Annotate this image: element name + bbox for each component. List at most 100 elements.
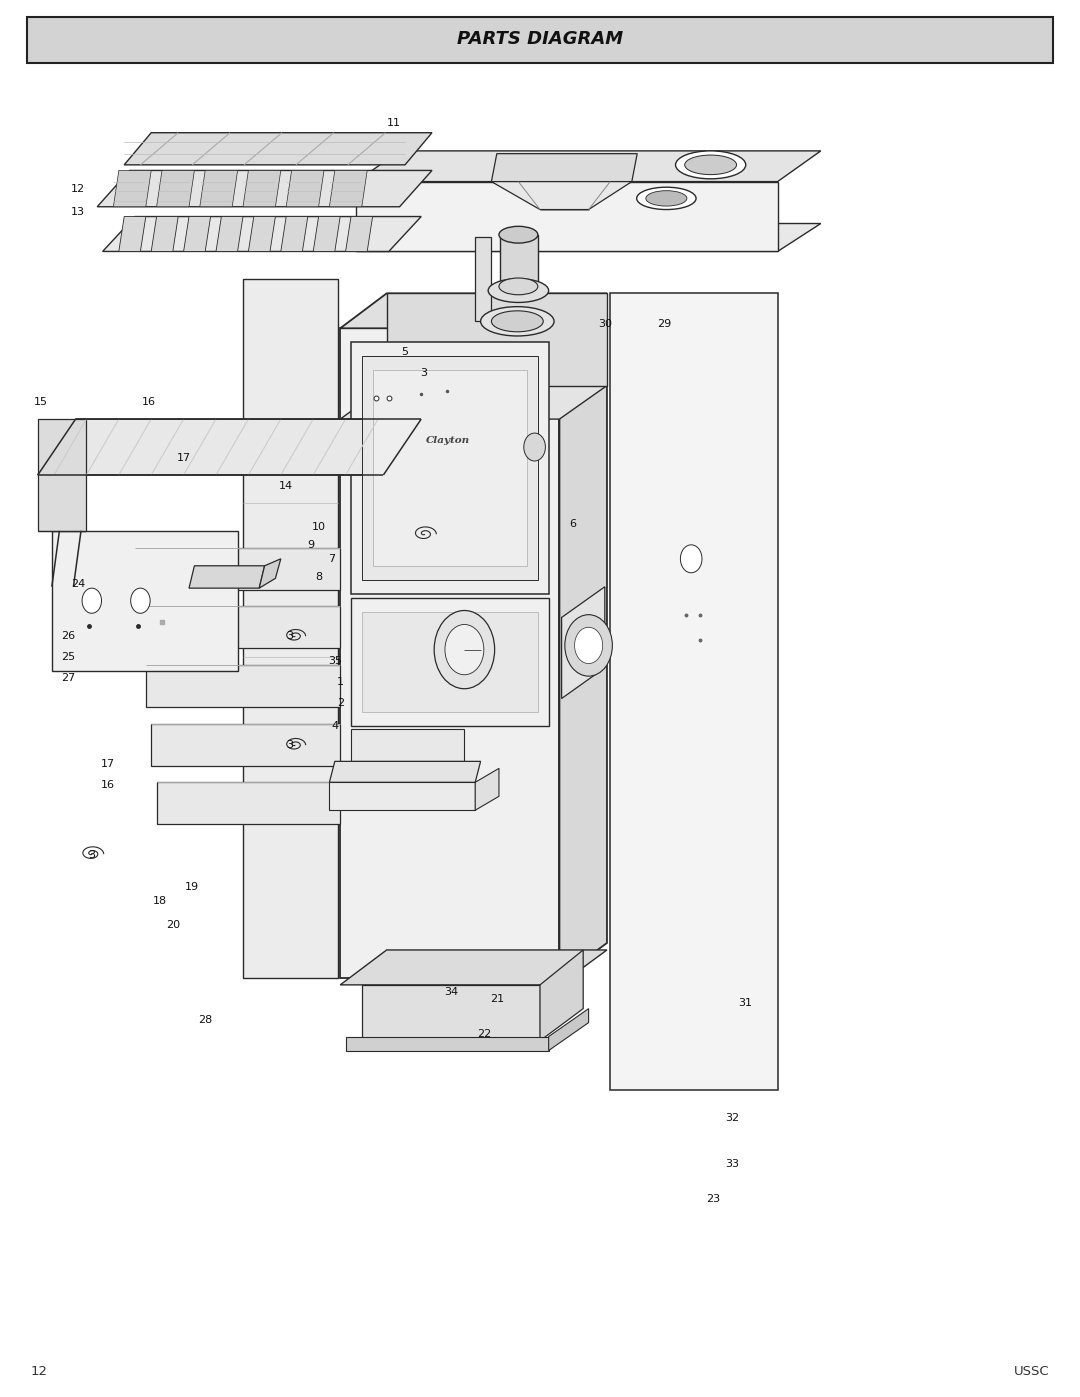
- Polygon shape: [329, 782, 475, 810]
- Text: 21: 21: [489, 993, 504, 1004]
- Ellipse shape: [488, 279, 549, 303]
- Polygon shape: [184, 217, 211, 251]
- Text: 3: 3: [286, 739, 293, 750]
- Polygon shape: [157, 782, 340, 824]
- Text: 2: 2: [337, 697, 343, 708]
- Polygon shape: [286, 170, 324, 207]
- Text: 3: 3: [420, 367, 427, 379]
- Text: 7: 7: [328, 553, 335, 564]
- Text: 1: 1: [337, 676, 343, 687]
- Circle shape: [131, 588, 150, 613]
- Text: 12: 12: [30, 1365, 48, 1379]
- Polygon shape: [356, 224, 821, 251]
- Polygon shape: [540, 950, 583, 1041]
- Text: 31: 31: [739, 997, 752, 1009]
- Text: 26: 26: [60, 630, 76, 641]
- Text: 9: 9: [308, 539, 314, 550]
- Polygon shape: [189, 566, 265, 588]
- Polygon shape: [373, 370, 527, 566]
- Polygon shape: [351, 729, 464, 761]
- Text: 14: 14: [279, 481, 294, 492]
- Polygon shape: [52, 531, 238, 671]
- Ellipse shape: [646, 190, 687, 207]
- Ellipse shape: [636, 187, 697, 210]
- Polygon shape: [356, 151, 821, 182]
- Polygon shape: [140, 606, 340, 648]
- Text: 10: 10: [312, 521, 325, 532]
- Text: 19: 19: [185, 882, 200, 893]
- Polygon shape: [356, 182, 778, 251]
- Polygon shape: [351, 342, 549, 594]
- Text: 17: 17: [176, 453, 191, 464]
- Text: 11: 11: [388, 117, 401, 129]
- Polygon shape: [97, 170, 432, 207]
- Circle shape: [565, 615, 612, 676]
- Ellipse shape: [491, 312, 543, 331]
- Text: 32: 32: [725, 1112, 740, 1123]
- Polygon shape: [243, 279, 338, 978]
- Text: 29: 29: [657, 319, 672, 330]
- Polygon shape: [329, 761, 481, 782]
- Text: 16: 16: [143, 397, 156, 408]
- Polygon shape: [146, 665, 340, 707]
- Polygon shape: [38, 419, 86, 531]
- Text: 3: 3: [286, 630, 293, 641]
- Polygon shape: [362, 612, 538, 712]
- Circle shape: [82, 588, 102, 613]
- Ellipse shape: [499, 278, 538, 295]
- Ellipse shape: [676, 151, 745, 179]
- Polygon shape: [151, 217, 178, 251]
- Polygon shape: [562, 587, 605, 698]
- Polygon shape: [259, 559, 281, 588]
- Text: 24: 24: [70, 578, 85, 590]
- Circle shape: [524, 433, 545, 461]
- Polygon shape: [340, 328, 559, 978]
- Polygon shape: [216, 217, 243, 251]
- Polygon shape: [362, 356, 538, 580]
- Circle shape: [680, 545, 702, 573]
- Text: 27: 27: [60, 672, 76, 683]
- Text: 25: 25: [60, 651, 76, 662]
- Circle shape: [434, 610, 495, 689]
- Polygon shape: [610, 293, 778, 1090]
- Text: 30: 30: [598, 319, 611, 330]
- Polygon shape: [346, 217, 373, 251]
- Text: 6: 6: [569, 518, 576, 529]
- Polygon shape: [313, 217, 340, 251]
- Text: 20: 20: [165, 919, 180, 930]
- Polygon shape: [500, 235, 538, 286]
- Polygon shape: [200, 170, 238, 207]
- Text: 3: 3: [89, 849, 95, 861]
- Text: 8: 8: [315, 571, 322, 583]
- Polygon shape: [151, 724, 340, 766]
- Polygon shape: [103, 217, 421, 251]
- Polygon shape: [281, 217, 308, 251]
- Text: PARTS DIAGRAM: PARTS DIAGRAM: [457, 31, 623, 47]
- Polygon shape: [119, 217, 146, 251]
- Polygon shape: [113, 170, 151, 207]
- Polygon shape: [340, 950, 607, 985]
- Polygon shape: [124, 133, 432, 165]
- Polygon shape: [346, 1037, 549, 1051]
- Text: USSC: USSC: [1014, 1365, 1050, 1379]
- Text: 22: 22: [476, 1028, 491, 1039]
- Text: 18: 18: [152, 895, 167, 907]
- Polygon shape: [340, 293, 607, 328]
- Polygon shape: [329, 170, 367, 207]
- Polygon shape: [387, 293, 607, 386]
- Text: Clayton: Clayton: [427, 436, 470, 444]
- Polygon shape: [475, 237, 491, 321]
- Polygon shape: [351, 598, 549, 726]
- Polygon shape: [243, 170, 281, 207]
- Polygon shape: [362, 985, 540, 1041]
- Text: 15: 15: [35, 397, 48, 408]
- Polygon shape: [248, 217, 275, 251]
- Text: 4: 4: [332, 721, 338, 732]
- Polygon shape: [475, 768, 499, 810]
- Text: 17: 17: [100, 759, 116, 770]
- FancyBboxPatch shape: [27, 17, 1053, 63]
- Ellipse shape: [481, 307, 554, 335]
- Polygon shape: [559, 293, 607, 978]
- Text: 23: 23: [705, 1193, 720, 1204]
- Text: 34: 34: [444, 986, 459, 997]
